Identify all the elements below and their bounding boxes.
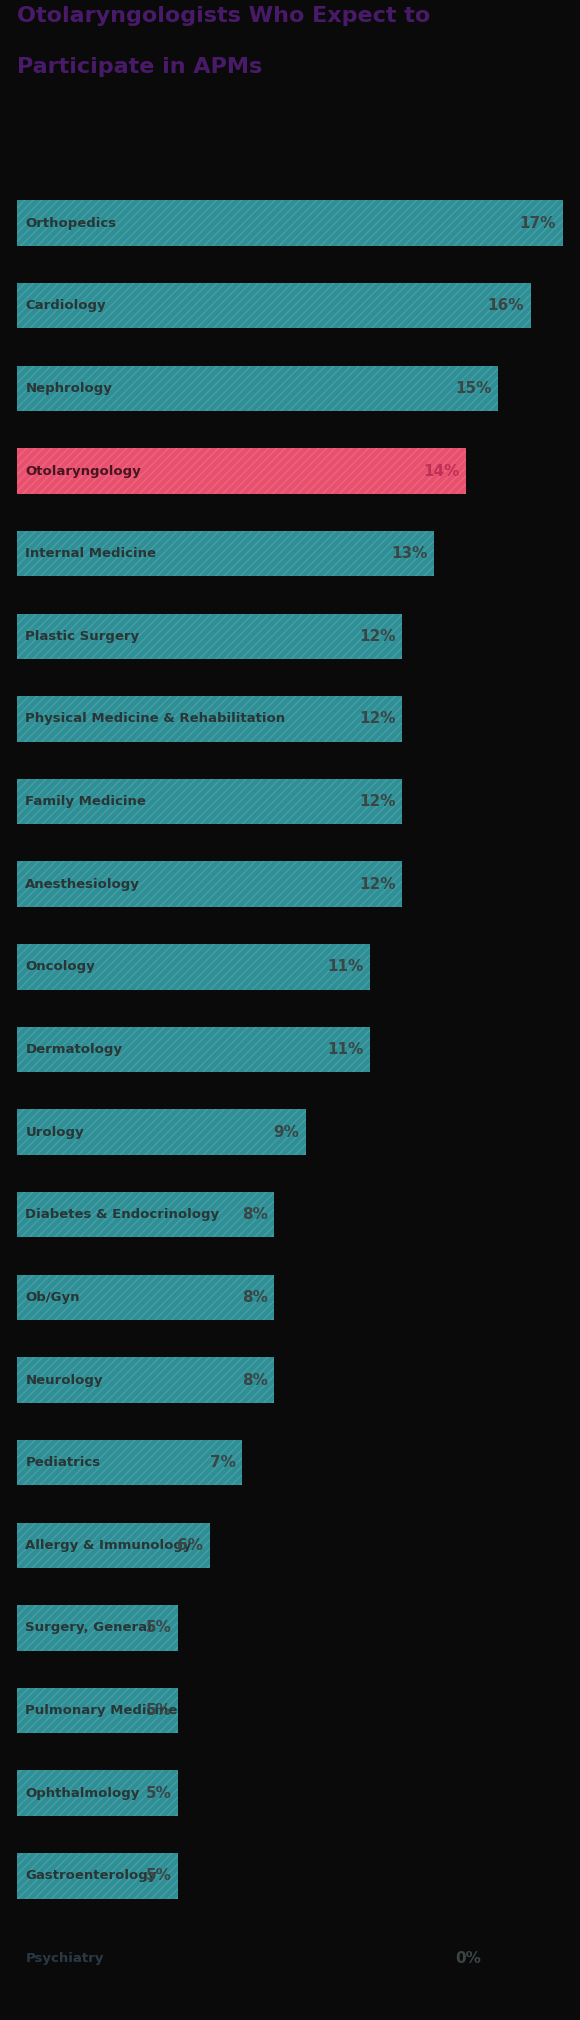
- Text: Surgery, General: Surgery, General: [26, 1622, 152, 1634]
- Bar: [17, 780, 403, 824]
- Bar: [17, 1606, 177, 1650]
- Text: Pulmonary Medicine: Pulmonary Medicine: [26, 1705, 178, 1717]
- Bar: [17, 283, 531, 329]
- Bar: [17, 1440, 242, 1485]
- Bar: [17, 200, 563, 246]
- Text: Otolaryngologists Who Expect to: Otolaryngologists Who Expect to: [17, 6, 430, 26]
- Text: 15%: 15%: [456, 382, 492, 396]
- Bar: [17, 1357, 274, 1402]
- Bar: [17, 283, 531, 329]
- Text: 7%: 7%: [209, 1454, 235, 1471]
- Text: 16%: 16%: [488, 299, 524, 313]
- Text: 12%: 12%: [360, 794, 396, 810]
- Text: 8%: 8%: [242, 1291, 267, 1305]
- Text: Allergy & Immunology: Allergy & Immunology: [26, 1539, 192, 1551]
- Text: 0%: 0%: [455, 1951, 481, 1965]
- Text: 5%: 5%: [146, 1786, 171, 1800]
- Text: 8%: 8%: [242, 1372, 267, 1388]
- Bar: [17, 1440, 242, 1485]
- Bar: [17, 1770, 177, 1816]
- Text: 12%: 12%: [360, 628, 396, 644]
- Text: 9%: 9%: [274, 1125, 300, 1139]
- Text: Participate in APMs: Participate in APMs: [17, 57, 263, 77]
- Text: 17%: 17%: [520, 216, 556, 230]
- Text: Ob/Gyn: Ob/Gyn: [26, 1291, 80, 1303]
- Text: Psychiatry: Psychiatry: [26, 1951, 104, 1965]
- Bar: [17, 943, 370, 990]
- Text: Orthopedics: Orthopedics: [26, 216, 117, 230]
- Text: Urology: Urology: [26, 1125, 84, 1139]
- Bar: [17, 1523, 210, 1568]
- Text: 11%: 11%: [328, 1042, 364, 1056]
- Bar: [17, 1026, 370, 1073]
- Bar: [17, 614, 403, 659]
- Bar: [17, 1192, 274, 1238]
- Text: Internal Medicine: Internal Medicine: [26, 547, 157, 560]
- Text: Ophthalmology: Ophthalmology: [26, 1788, 140, 1800]
- Text: Dermatology: Dermatology: [26, 1042, 122, 1056]
- Text: Family Medicine: Family Medicine: [26, 796, 146, 808]
- Text: Oncology: Oncology: [26, 960, 95, 974]
- Bar: [17, 531, 434, 576]
- Text: 12%: 12%: [360, 711, 396, 727]
- Bar: [17, 1689, 177, 1733]
- Bar: [17, 697, 403, 741]
- Text: 5%: 5%: [146, 1703, 171, 1719]
- Bar: [17, 531, 434, 576]
- Text: Otolaryngology: Otolaryngology: [26, 465, 141, 477]
- Bar: [17, 1109, 306, 1155]
- Text: 14%: 14%: [423, 463, 460, 479]
- Text: Gastroenterology: Gastroenterology: [26, 1868, 157, 1883]
- Bar: [17, 366, 498, 412]
- Text: 8%: 8%: [242, 1208, 267, 1222]
- Bar: [17, 943, 370, 990]
- Text: 5%: 5%: [146, 1868, 171, 1883]
- Bar: [17, 1192, 274, 1238]
- Bar: [17, 1275, 274, 1321]
- Bar: [17, 1357, 274, 1402]
- Bar: [17, 1606, 177, 1650]
- Bar: [17, 1689, 177, 1733]
- Text: Physical Medicine & Rehabilitation: Physical Medicine & Rehabilitation: [26, 713, 285, 725]
- Text: 5%: 5%: [146, 1620, 171, 1636]
- Text: 11%: 11%: [328, 960, 364, 974]
- Text: Plastic Surgery: Plastic Surgery: [26, 630, 140, 642]
- Text: Pediatrics: Pediatrics: [26, 1456, 100, 1469]
- Bar: [17, 1852, 177, 1899]
- Text: Diabetes & Endocrinology: Diabetes & Endocrinology: [26, 1208, 220, 1222]
- Bar: [17, 1852, 177, 1899]
- Bar: [17, 861, 403, 907]
- Bar: [17, 448, 466, 493]
- Bar: [17, 1770, 177, 1816]
- Text: 12%: 12%: [360, 877, 396, 891]
- Text: 6%: 6%: [177, 1537, 204, 1553]
- Bar: [17, 697, 403, 741]
- Bar: [17, 861, 403, 907]
- Bar: [17, 200, 563, 246]
- Text: Neurology: Neurology: [26, 1374, 103, 1386]
- Bar: [17, 1275, 274, 1321]
- Bar: [17, 614, 403, 659]
- Bar: [17, 1523, 210, 1568]
- Bar: [17, 1109, 306, 1155]
- Text: Cardiology: Cardiology: [26, 299, 106, 313]
- Text: Nephrology: Nephrology: [26, 382, 113, 394]
- Bar: [17, 1026, 370, 1073]
- Text: 13%: 13%: [392, 545, 428, 562]
- Text: Anesthesiology: Anesthesiology: [26, 879, 140, 891]
- Bar: [17, 780, 403, 824]
- Bar: [17, 448, 466, 493]
- Bar: [17, 366, 498, 412]
